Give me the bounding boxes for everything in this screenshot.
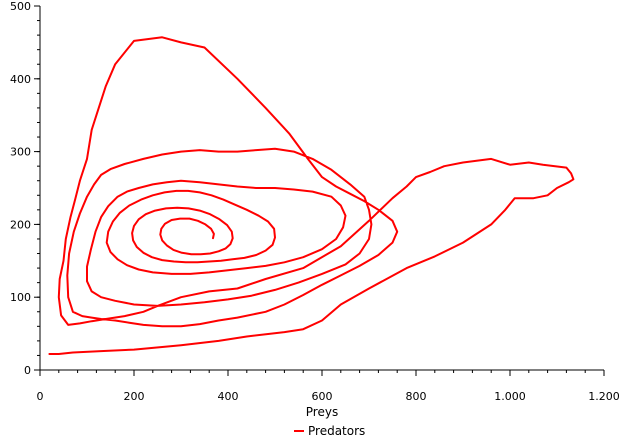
legend-label-predators: Predators	[308, 424, 365, 438]
y-tick-label: 200	[10, 218, 31, 231]
x-axis: 0 200 400 600 800 1.000 1.200	[37, 369, 619, 403]
y-axis: 0 100 200 300 400 500	[10, 0, 41, 377]
x-tick-label: 1.200	[588, 390, 619, 403]
y-tick-label: 100	[10, 291, 31, 304]
predators-series-line	[48, 36, 575, 355]
plot-area	[48, 36, 575, 355]
y-tick-label: 500	[10, 0, 31, 13]
x-tick-label: 600	[312, 390, 333, 403]
x-tick-label: 200	[124, 390, 145, 403]
legend: Predators	[294, 424, 365, 438]
y-tick-label: 0	[24, 364, 31, 377]
x-tick-label: 400	[218, 390, 239, 403]
x-tick-label: 0	[37, 390, 44, 403]
x-tick-label: 1.000	[494, 390, 526, 403]
y-tick-label: 300	[10, 146, 31, 159]
y-tick-label: 400	[10, 73, 31, 86]
x-tick-label: 800	[406, 390, 427, 403]
x-axis-title: Preys	[306, 405, 338, 419]
